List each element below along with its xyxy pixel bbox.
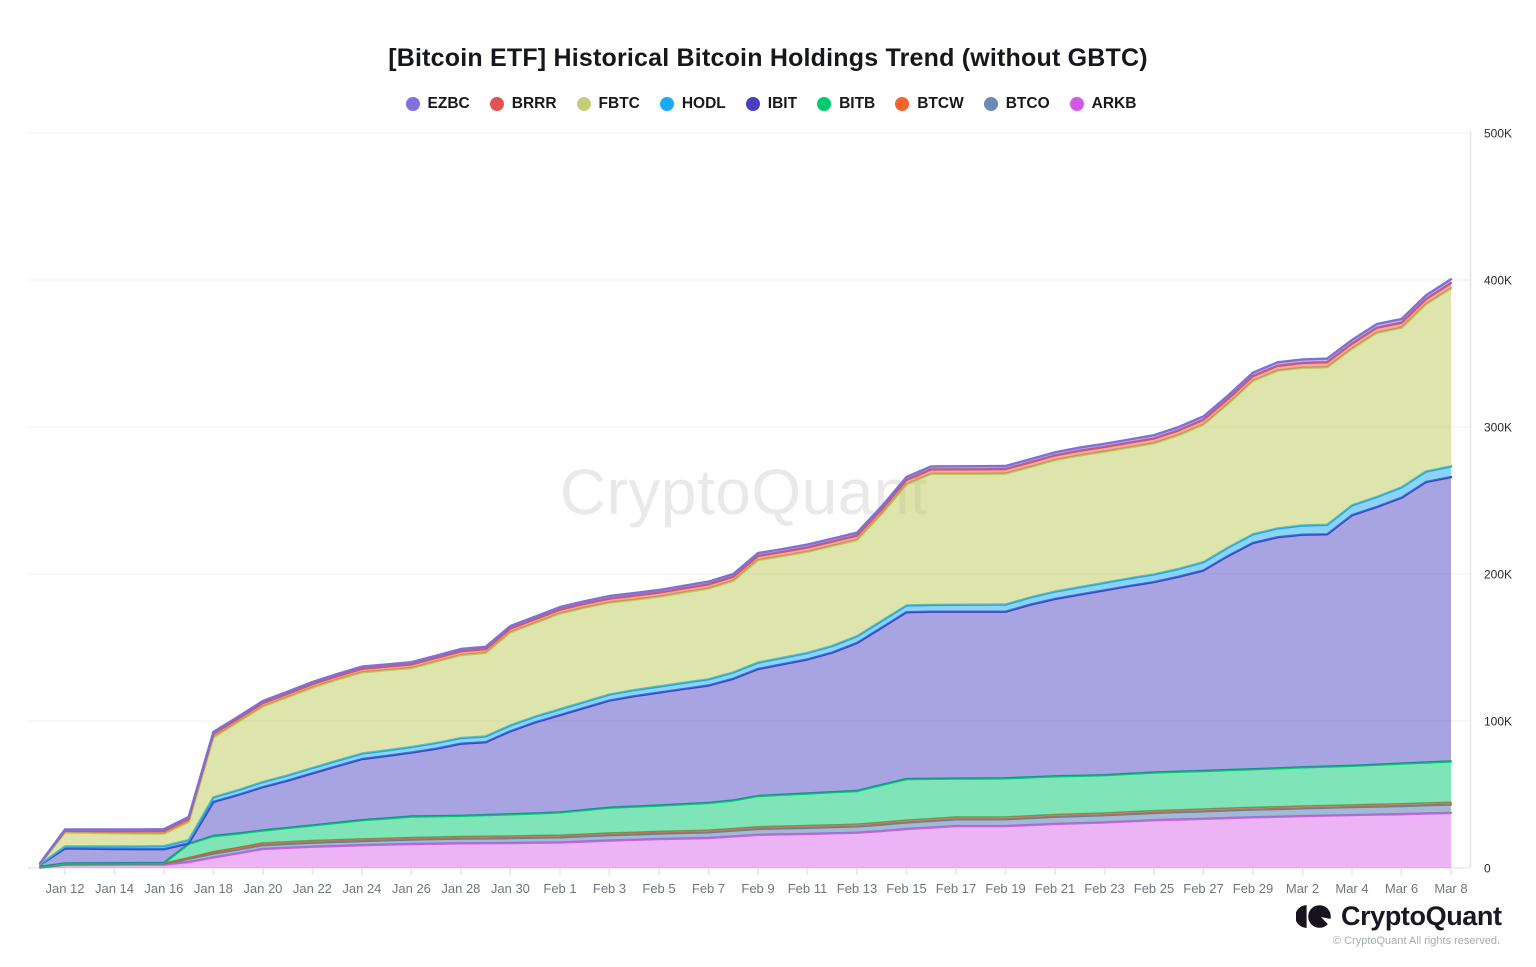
svg-text:Jan 24: Jan 24	[342, 881, 381, 896]
svg-text:300K: 300K	[1484, 421, 1512, 435]
svg-text:Feb 11: Feb 11	[788, 881, 828, 896]
svg-text:Feb 9: Feb 9	[741, 881, 774, 896]
svg-text:Jan 26: Jan 26	[392, 881, 431, 896]
svg-text:Jan 18: Jan 18	[194, 881, 233, 896]
svg-text:400K: 400K	[1484, 274, 1512, 288]
svg-text:Feb 15: Feb 15	[886, 881, 926, 896]
svg-text:Mar 2: Mar 2	[1286, 881, 1319, 896]
svg-text:Feb 19: Feb 19	[985, 881, 1025, 896]
svg-text:Feb 1: Feb 1	[543, 881, 576, 896]
svg-text:Jan 28: Jan 28	[441, 881, 480, 896]
svg-text:Mar 8: Mar 8	[1434, 881, 1467, 896]
svg-text:Feb 27: Feb 27	[1183, 881, 1223, 896]
svg-text:Jan 30: Jan 30	[491, 881, 530, 896]
svg-text:Feb 29: Feb 29	[1233, 881, 1273, 896]
svg-text:0: 0	[1484, 862, 1491, 876]
svg-text:100K: 100K	[1484, 715, 1512, 729]
svg-text:500K: 500K	[1484, 127, 1512, 141]
svg-text:Feb 5: Feb 5	[642, 881, 675, 896]
svg-text:Feb 3: Feb 3	[593, 881, 626, 896]
svg-text:Feb 13: Feb 13	[837, 881, 877, 896]
svg-text:200K: 200K	[1484, 568, 1512, 582]
svg-text:Feb 25: Feb 25	[1134, 881, 1174, 896]
svg-text:Jan 22: Jan 22	[293, 881, 332, 896]
svg-text:Jan 20: Jan 20	[243, 881, 282, 896]
svg-text:Feb 21: Feb 21	[1035, 881, 1075, 896]
svg-text:Feb 17: Feb 17	[936, 881, 976, 896]
svg-text:Jan 14: Jan 14	[95, 881, 134, 896]
svg-text:Jan 12: Jan 12	[45, 881, 84, 896]
svg-text:Mar 6: Mar 6	[1385, 881, 1418, 896]
svg-text:Jan 16: Jan 16	[144, 881, 183, 896]
svg-text:CryptoQuant: CryptoQuant	[560, 456, 928, 528]
svg-text:Mar 4: Mar 4	[1335, 881, 1368, 896]
svg-text:Feb 23: Feb 23	[1084, 881, 1124, 896]
svg-text:Feb 7: Feb 7	[692, 881, 725, 896]
